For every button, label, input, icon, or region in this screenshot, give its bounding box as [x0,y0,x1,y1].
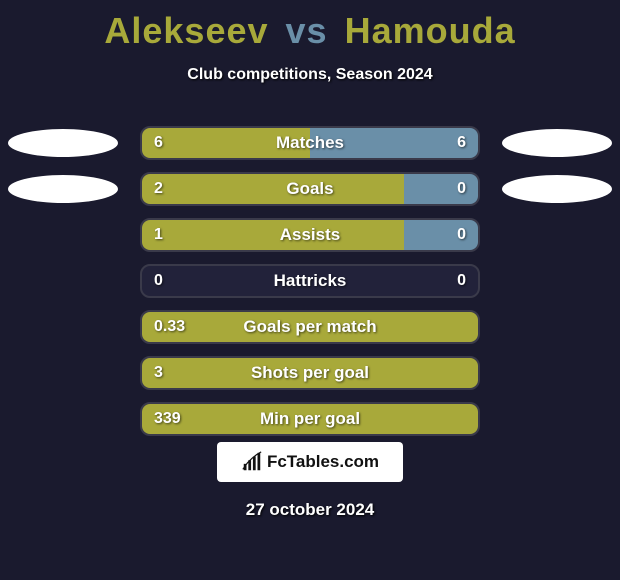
bar-chart-icon [241,451,263,473]
logo-text: FcTables.com [267,452,379,472]
stat-bar-left-fill [142,404,478,434]
stat-row: 0 0Hattricks [0,258,620,304]
stat-bar-right-fill [404,220,478,250]
page-title: Alekseev vs Hamouda [0,0,620,52]
stat-right-value: 0 [457,266,466,296]
player2-badge-oval [502,129,612,157]
stat-row: 66Matches [0,120,620,166]
stat-bar-left-fill [142,220,404,250]
stat-row: 20Goals [0,166,620,212]
stat-row: 0.33Goals per match [0,304,620,350]
stat-bar-track: 339Min per goal [140,402,480,436]
stat-bar-left-fill [142,312,478,342]
stat-bar-track: 20Goals [140,172,480,206]
stat-bar-right-fill [404,174,478,204]
stat-bar-track: 3Shots per goal [140,356,480,390]
stat-bar-track: 0 0Hattricks [140,264,480,298]
stat-bar-track: 10Assists [140,218,480,252]
player1-badge-oval [8,175,118,203]
stat-bar-track: 0.33Goals per match [140,310,480,344]
date-text: 27 october 2024 [0,500,620,520]
player1-name: Alekseev [104,10,268,51]
stat-row: 3Shots per goal [0,350,620,396]
stat-bar-track: 66Matches [140,126,480,160]
vs-text: vs [286,10,328,51]
logo-box: FcTables.com [217,442,403,482]
stat-bar-right-fill [310,128,478,158]
stat-bar-left-fill [142,128,310,158]
stats-bars-container: 66Matches 20Goals 10Assists 0 0Hattricks 0.33… [0,120,620,442]
stat-row: 10Assists [0,212,620,258]
player2-badge-oval [502,175,612,203]
stat-bar-left-fill [142,358,478,388]
subtitle: Club competitions, Season 2024 [0,66,620,84]
stat-label: Hattricks [142,266,478,296]
stat-left-value: 0 [154,266,163,296]
player1-badge-oval [8,129,118,157]
stat-row: 339Min per goal [0,396,620,442]
stat-bar-left-fill [142,174,404,204]
player2-name: Hamouda [345,10,516,51]
